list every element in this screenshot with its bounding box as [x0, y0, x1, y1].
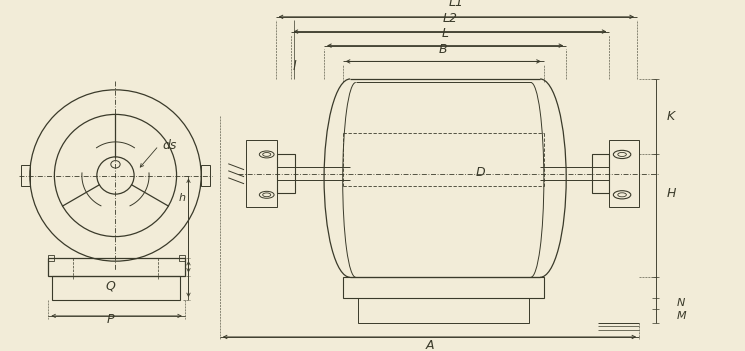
Text: B: B	[439, 43, 448, 56]
Text: M: M	[676, 311, 686, 321]
Text: l: l	[293, 60, 296, 73]
Bar	[21, 165, 30, 186]
Bar	[48, 258, 185, 276]
Text: L2: L2	[443, 12, 457, 25]
Bar	[343, 277, 544, 298]
Text: ds: ds	[162, 139, 177, 152]
Bar	[358, 298, 529, 323]
Bar	[277, 154, 294, 193]
Bar	[201, 165, 210, 186]
Text: Q: Q	[105, 279, 115, 293]
Bar	[52, 276, 180, 300]
Bar	[592, 154, 609, 193]
Text: K: K	[667, 110, 675, 124]
Bar	[48, 255, 54, 261]
Text: P: P	[107, 313, 114, 326]
Text: H: H	[667, 186, 676, 200]
Text: N: N	[676, 298, 685, 308]
Text: A: A	[425, 339, 434, 351]
Bar	[609, 140, 639, 207]
Bar	[179, 255, 185, 261]
Text: L1: L1	[448, 0, 464, 9]
Text: h: h	[179, 193, 186, 203]
Text: D: D	[476, 166, 485, 179]
Bar	[246, 140, 277, 207]
Text: L: L	[442, 27, 448, 40]
